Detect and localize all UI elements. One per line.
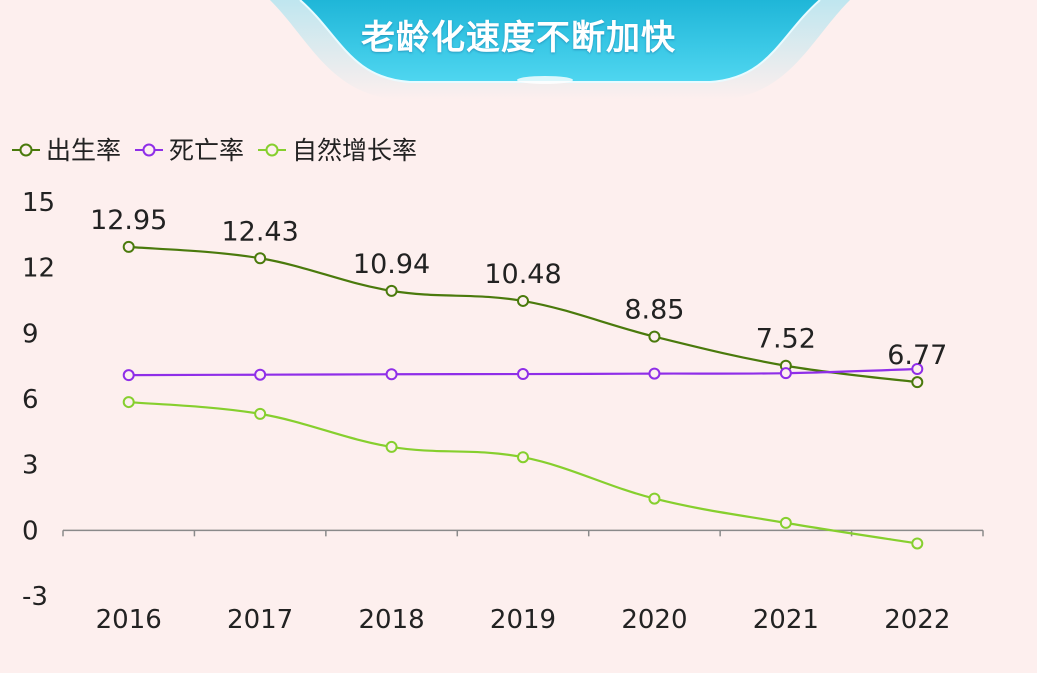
data-label: 10.94 [353, 249, 430, 280]
y-tick-label: -3 [22, 582, 48, 612]
data-point [122, 240, 135, 253]
y-tick-label: 12 [22, 254, 55, 284]
y-axis: 15 12 9 6 3 0 -3 [22, 188, 55, 612]
data-point [779, 516, 792, 529]
legend-marker [142, 143, 156, 157]
series-2 [122, 396, 924, 550]
x-tick-label: 2021 [753, 605, 819, 635]
y-tick-label: 6 [22, 385, 39, 415]
legend-marker [265, 143, 279, 157]
data-point [122, 396, 135, 409]
data-label: 12.43 [221, 216, 298, 247]
data-point [648, 330, 661, 343]
data-point [385, 284, 398, 297]
data-point [254, 368, 267, 381]
data-point [648, 492, 661, 505]
data-label: 12.95 [90, 205, 167, 236]
title-banner [270, 0, 850, 100]
data-label: 6.77 [887, 340, 947, 371]
legend-label: 出生率 [46, 136, 121, 165]
legend-item-1: 死亡率 [135, 136, 244, 165]
data-point [648, 367, 661, 380]
legend-item-2: 自然增长率 [258, 136, 417, 165]
data-point [385, 440, 398, 453]
x-axis: 2016 2017 2018 2019 2020 2021 2022 [62, 529, 984, 635]
data-point [779, 367, 792, 380]
legend-label: 死亡率 [169, 136, 244, 165]
legend-marker [19, 143, 33, 157]
data-point [517, 451, 529, 464]
series-line [128, 400, 918, 545]
x-tick-label: 2017 [227, 605, 293, 635]
y-tick-label: 15 [22, 188, 55, 218]
data-label: 8.85 [624, 295, 684, 326]
data-point [254, 252, 267, 265]
x-tick-label: 2018 [358, 605, 424, 635]
data-point [911, 363, 924, 376]
data-point [517, 368, 529, 381]
data-point [254, 407, 267, 420]
data-label: 10.48 [484, 259, 561, 290]
x-tick-label: 2022 [884, 605, 950, 635]
data-labels: 12.95 12.43 10.94 10.48 8.85 7.52 6.77 [90, 205, 947, 371]
data-label: 7.52 [756, 324, 816, 355]
series-0 [122, 240, 924, 389]
x-tick-label: 2019 [490, 605, 556, 635]
legend: 出生率 死亡率 自然增长率 [12, 136, 417, 165]
data-point [517, 294, 529, 307]
series-1 [122, 363, 924, 382]
series-group [122, 240, 924, 550]
y-tick-label: 3 [22, 451, 39, 481]
data-point [122, 369, 135, 382]
chart-title: 老龄化速度不断加快 [361, 18, 676, 58]
data-point [911, 537, 924, 550]
y-tick-label: 9 [22, 319, 39, 349]
y-tick-label: 0 [22, 516, 39, 546]
legend-item-0: 出生率 [12, 136, 121, 165]
data-point [385, 368, 398, 381]
x-tick-label: 2020 [621, 605, 687, 635]
legend-label: 自然增长率 [292, 136, 417, 165]
data-point [911, 376, 924, 389]
x-tick-label: 2016 [96, 605, 162, 635]
